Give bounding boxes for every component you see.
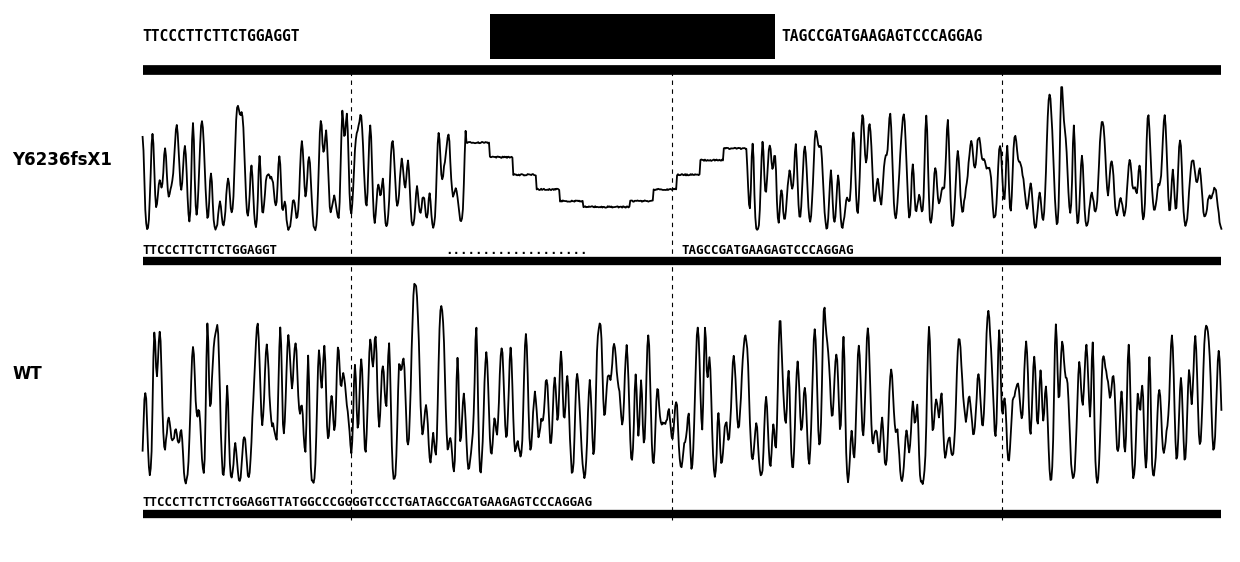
Text: TAGCCGATGAAGAGTCCCAGGAG: TAGCCGATGAAGAGTCCCAGGAG [682,243,854,257]
Text: WT: WT [12,365,42,383]
Text: TTCCCTTCTTCTGGAGGT: TTCCCTTCTTCTGGAGGT [143,243,278,257]
Text: TTCCCTTCTTCTGGAGGTTATGGCCCGGGGTCCCTGATAGCCGATGAAGAGTCCCAGGAG: TTCCCTTCTTCTGGAGGTTATGGCCCGGGGTCCCTGATAG… [143,496,593,510]
Text: TAGCCGATGAAGAGTCCCAGGAG: TAGCCGATGAAGAGTCCCAGGAG [781,29,982,44]
Text: TTCCCTTCTTCTGGAGGT: TTCCCTTCTTCTGGAGGT [143,29,300,44]
Text: Y6236fsX1: Y6236fsX1 [12,151,113,169]
Text: ...................: ................... [445,243,588,257]
Bar [490,14,775,59]
